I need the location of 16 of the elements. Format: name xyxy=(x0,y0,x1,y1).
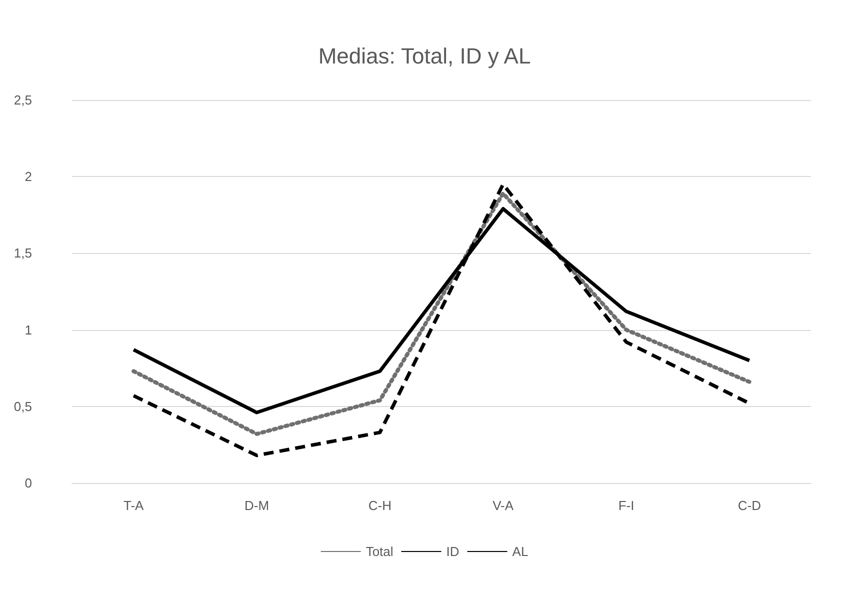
x-tick-label: C-D xyxy=(738,498,761,513)
y-tick-label: 0 xyxy=(24,476,32,490)
x-tick-label: C-H xyxy=(368,498,392,513)
chart-title: Medias: Total, ID y AL xyxy=(318,44,531,68)
y-tick-label: 2 xyxy=(24,169,32,184)
legend-label: Total xyxy=(366,544,394,559)
y-tick-label: 1,5 xyxy=(14,246,32,261)
x-tick-label: V-A xyxy=(492,498,514,513)
legend-label: AL xyxy=(512,544,528,559)
x-tick-label: D-M xyxy=(244,498,270,513)
x-tick-label: T-A xyxy=(123,498,144,513)
y-tick-label: 1 xyxy=(24,322,32,338)
y-tick-label: 2,5 xyxy=(14,92,32,108)
legend-label: ID xyxy=(446,544,460,559)
x-tick-label: F-I xyxy=(618,498,634,513)
y-tick-label: 0,5 xyxy=(14,398,32,414)
